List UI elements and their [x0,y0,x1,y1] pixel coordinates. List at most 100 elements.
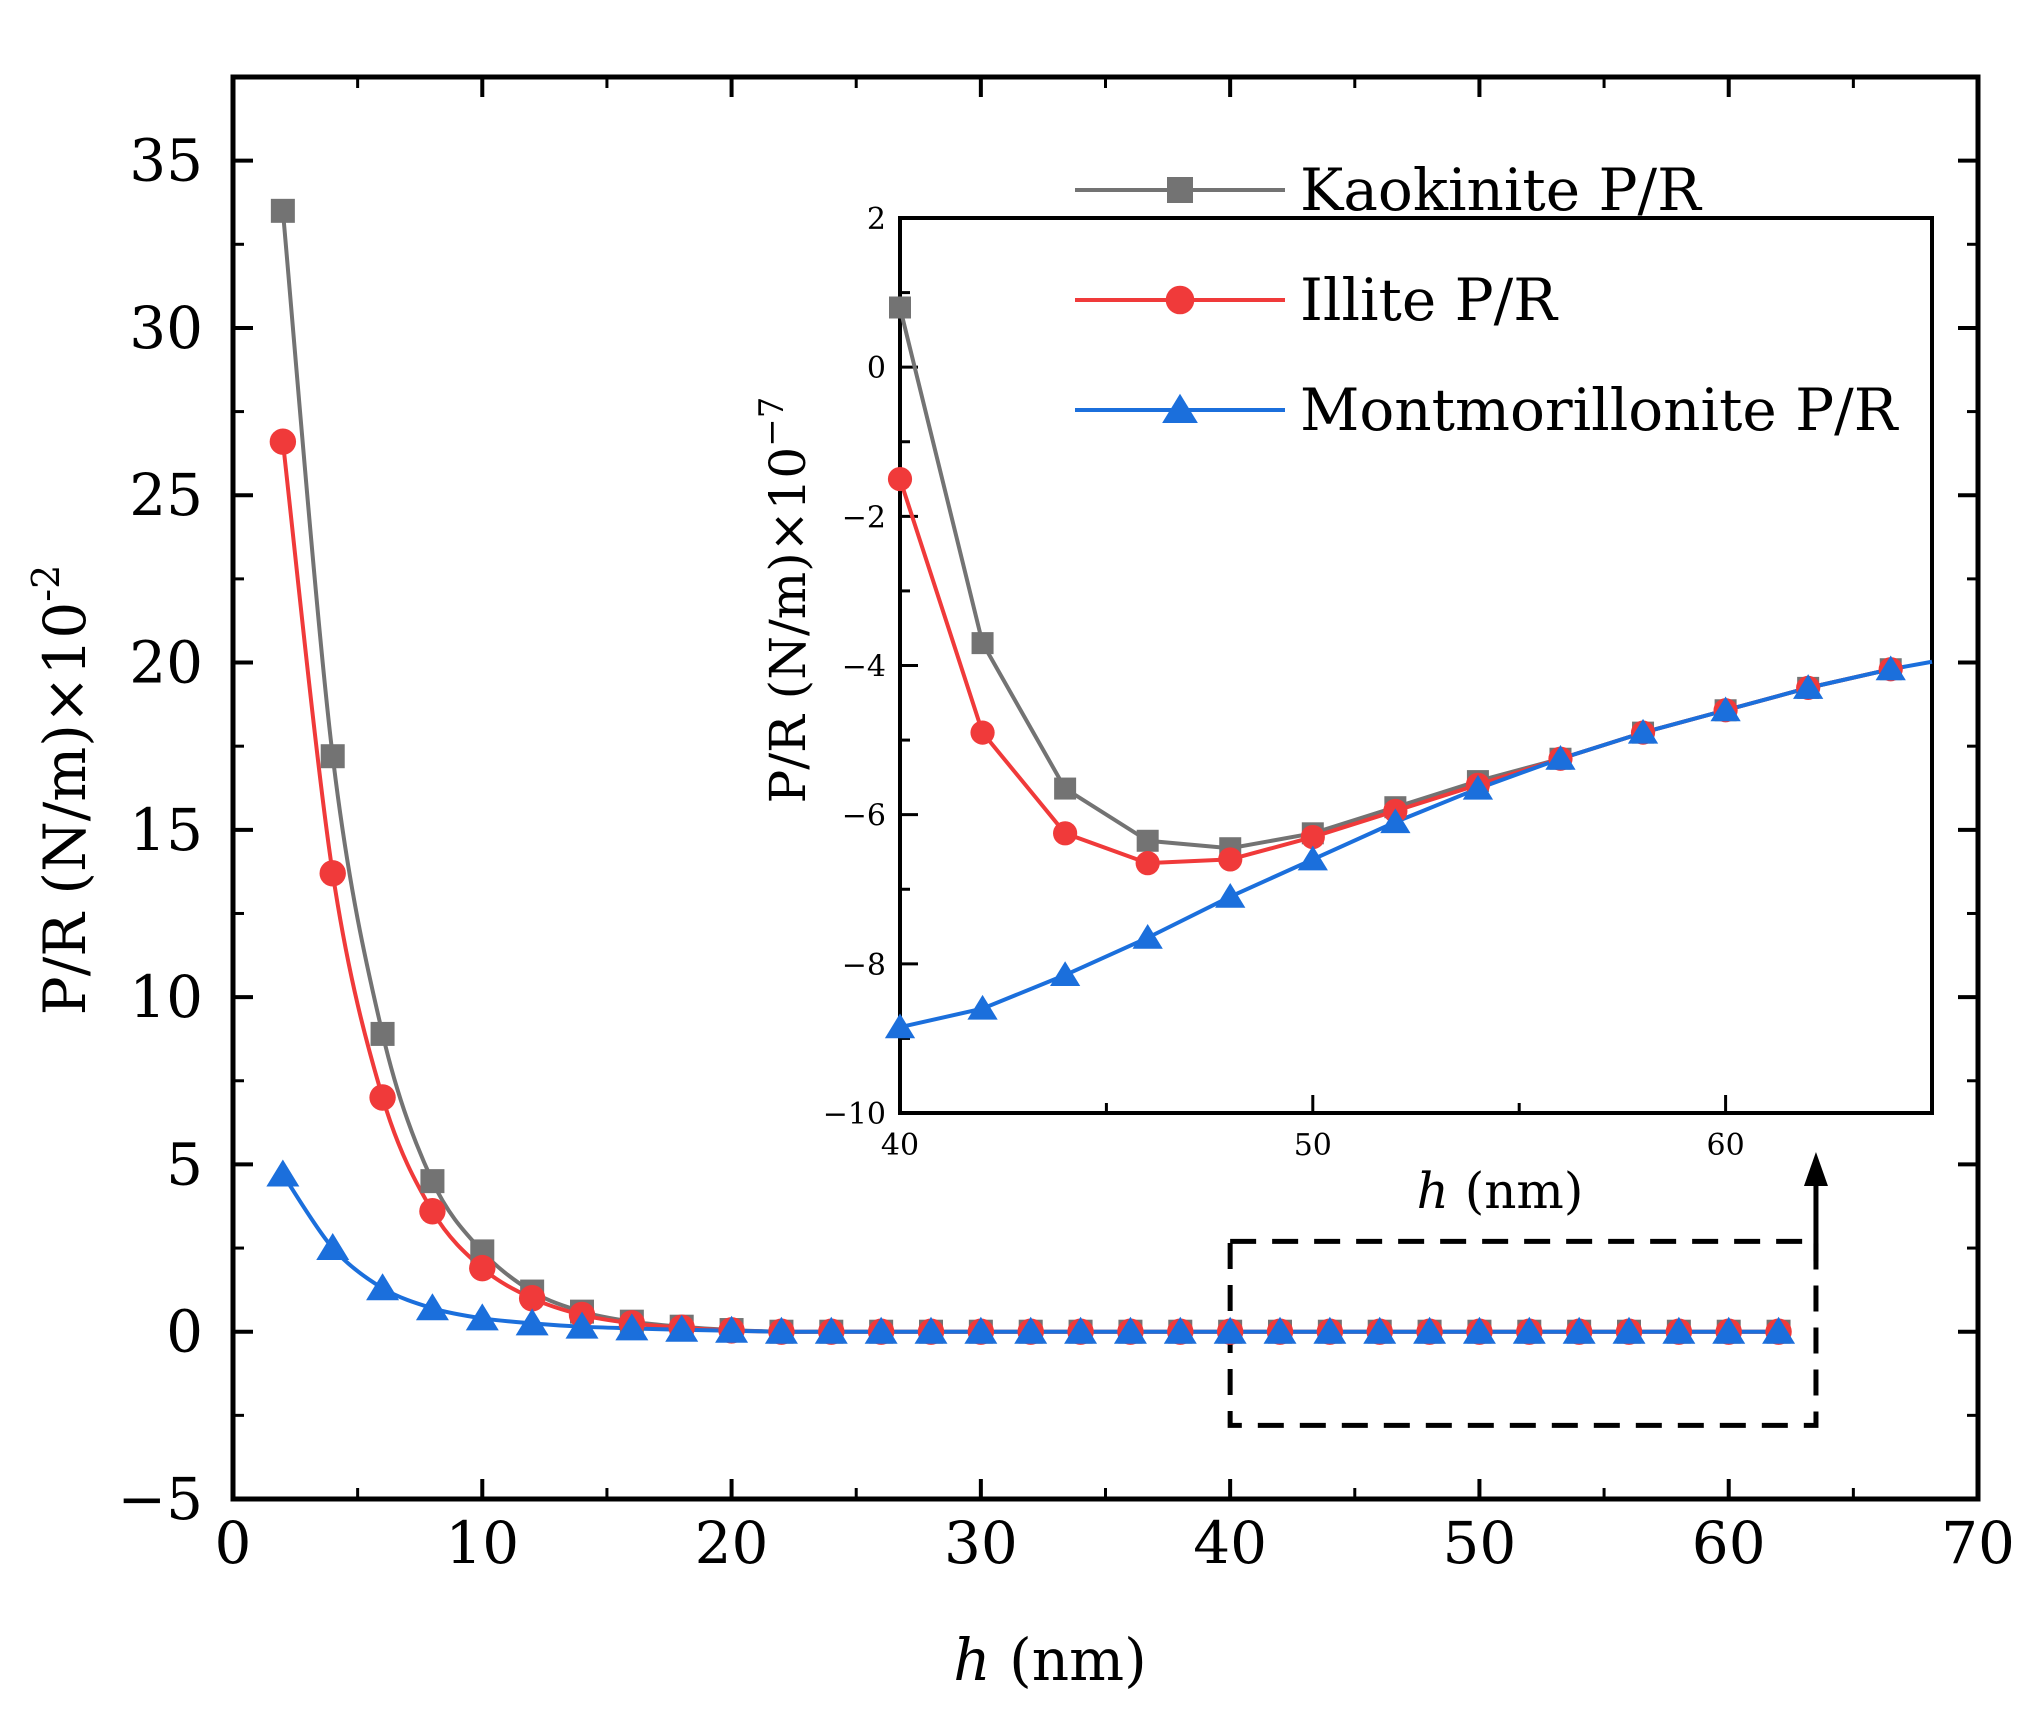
main-y-tick-label: 35 [129,127,203,195]
main-data-point [419,1198,446,1225]
inset-data-point [1380,808,1411,834]
inset-y-tick-label: 2 [867,202,886,237]
main-data-point [1562,1316,1596,1344]
legend-marker [1162,393,1198,423]
main-data-point [864,1316,898,1344]
main-data-point [1313,1316,1347,1344]
main-x-tick-label: 30 [944,1509,1018,1577]
inset-data-point [1300,824,1325,850]
main-data-point [1113,1316,1147,1344]
inset-data-point [884,1013,916,1039]
zoom-arrow-head [1803,1152,1828,1186]
main-y-tick-label: 5 [166,1130,203,1198]
inset-data-point [1215,882,1246,908]
inset-data-point [1627,718,1659,744]
main-data-point [615,1313,649,1341]
inset-data-point [1049,961,1081,987]
legend-label: Kaokinite P/R [1300,156,1703,224]
inset-data-point [1053,821,1078,846]
main-data-point [316,1233,350,1261]
legend-marker [1167,177,1193,203]
inset-data-point [1136,829,1159,852]
inset-y-tick-label: 0 [867,351,886,386]
inset-data-point [1710,696,1741,722]
main-x-axis-label: h (nm) [953,1626,1146,1694]
inset-series-line [899,659,1933,1030]
inset-x-tick-label: 60 [1707,1128,1745,1163]
main-data-point [415,1293,449,1321]
inset-x-axis-label: h (nm) [1417,1162,1584,1220]
main-x-tick-label: 0 [215,1509,252,1577]
main-data-point [270,198,295,223]
main-data-point [665,1314,699,1342]
main-x-tick-label: 20 [695,1509,769,1577]
main-y-tick-label: 30 [129,294,203,362]
main-data-point [369,1084,396,1111]
main-data-point [1762,1316,1796,1344]
main-data-point [764,1316,798,1344]
main-y-axis-label: P/R (N/m)×10-2 [24,565,99,1016]
inset-y-axis-label: P/R (N/m)×10−7 [752,397,817,804]
main-data-point [518,1285,546,1312]
main-data-point [1363,1316,1397,1344]
main-data-point [366,1273,400,1301]
legend-label: Montmorillonite P/R [1300,376,1900,444]
main-data-point [420,1169,445,1194]
main-series-group [266,198,1796,1345]
main-data-point [914,1316,948,1344]
main-data-point [1413,1316,1447,1344]
inset-data-point [1297,845,1328,871]
inset-y-tick-label: −2 [842,500,886,535]
main-data-point [370,1021,395,1046]
main-data-point [1014,1316,1048,1344]
main-data-point [1213,1316,1247,1344]
inset-x-tick-label: 40 [881,1128,919,1163]
main-data-point [1512,1316,1546,1344]
inset-y-tick-label: −6 [842,799,886,834]
inset-data-point [971,632,994,655]
inset-data-point [970,720,995,745]
main-data-point [515,1308,549,1336]
main-data-point [266,1159,300,1187]
main-data-point [465,1303,499,1331]
main-data-point [319,860,346,887]
inset-data-point [1875,655,1906,681]
main-data-point [565,1311,599,1339]
main-data-point [1462,1316,1496,1344]
main-y-tick-label: 0 [166,1298,203,1366]
inset-data-point [1218,847,1243,872]
inset-data-point [1462,774,1494,800]
inset-data-point [1793,674,1824,699]
inset-series-group [884,296,1933,1039]
main-y-tick-label: −5 [118,1465,204,1533]
main-data-point [1064,1316,1098,1344]
main-data-point [1163,1316,1197,1344]
main-data-point [1712,1316,1746,1344]
legend-marker [1165,285,1195,315]
inset-data-point [1545,744,1576,770]
main-y-tick-label: 25 [129,461,203,529]
main-data-point [320,744,345,769]
inset-y-tick-label: −10 [823,1097,886,1132]
legend-label: Illite P/R [1300,266,1559,334]
main-data-point [715,1315,749,1343]
main-x-tick-label: 70 [1941,1509,2015,1577]
inset-y-tick-label: −8 [842,948,886,983]
main-data-point [469,1254,496,1282]
main-data-point [269,428,297,455]
inset-data-point [1054,777,1077,800]
main-data-point [1263,1316,1297,1344]
inset-x-tick-label: 50 [1294,1128,1332,1163]
main-x-tick-label: 10 [445,1509,519,1577]
inset-data-point [1135,851,1160,876]
inset-data-point [967,994,998,1020]
main-y-tick-label: 10 [129,963,203,1031]
main-x-tick-label: 60 [1692,1509,1766,1577]
inset-data-point [889,296,911,319]
main-y-tick-label: 20 [129,629,203,697]
inset-y-tick-label: −4 [842,650,886,685]
main-data-point [964,1316,998,1344]
